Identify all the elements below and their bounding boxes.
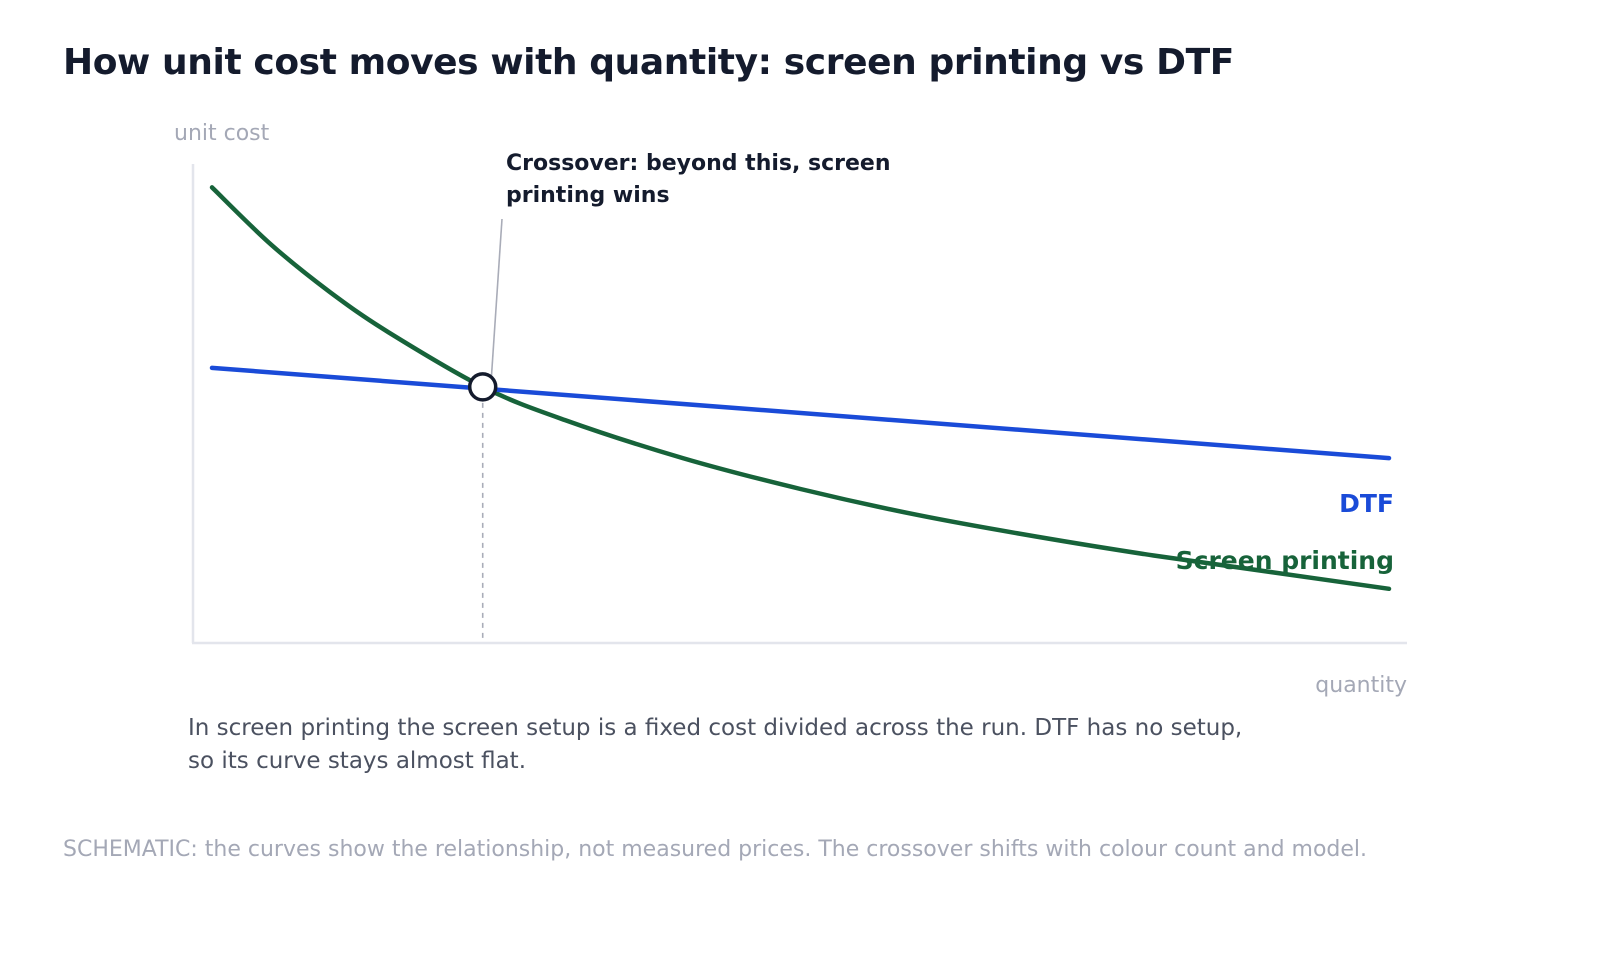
series-line-dtf [209,365,1392,461]
page-title: How unit cost moves with quantity: scree… [63,42,1234,83]
x-axis-label: quantity [1315,673,1407,698]
crossover-marker [467,372,498,402]
schematic-footnote: SCHEMATIC: the curves show the relations… [63,837,1368,862]
crossover-annotation: Crossover: beyond this, screen printing w… [506,151,891,208]
series-label-screen-printing: Screen printing [1176,546,1394,575]
y-axis-label: unit cost [174,121,270,146]
chart-caption: In screen printing the screen setup is a… [188,715,1243,774]
crossover-annotation-leader [489,218,503,399]
series-label-dtf: DTF [1339,489,1394,518]
series-line-screen-printing [209,185,1392,592]
